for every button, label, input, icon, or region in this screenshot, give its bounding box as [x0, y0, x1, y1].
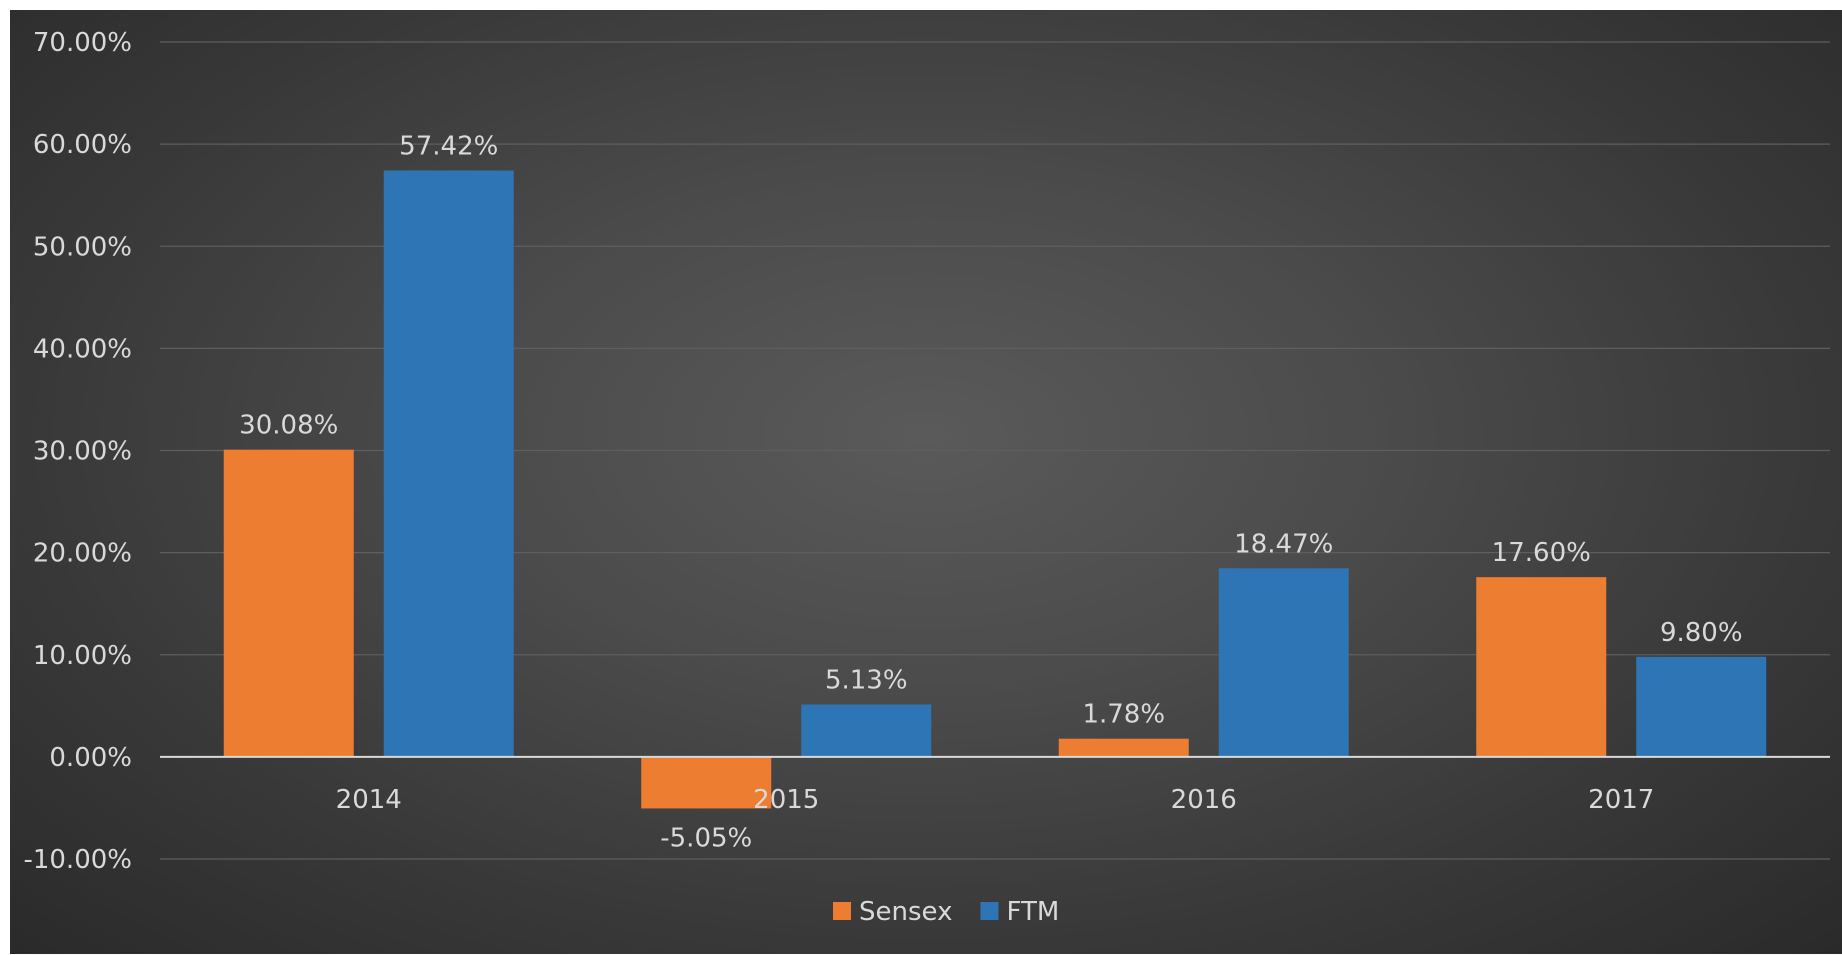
x-tick-label-2017: 2017 [1588, 785, 1654, 815]
data-labels: 30.08% 57.42% -5.05% 5.13% 1.78% 18.47% 17.60%… [239, 131, 1742, 853]
data-label-sensex-2015: -5.05% [660, 823, 752, 853]
y-tick-label: 60.00% [33, 130, 132, 160]
y-axis-tick-labels: 70.00% 60.00% 50.00% 40.00% 30.00% 20.00% 10.0… [23, 28, 132, 875]
bar-ftm-2017 [1636, 656, 1767, 757]
data-label-sensex-2014: 30.08% [239, 411, 338, 441]
bar-sensex-2014 [223, 449, 354, 757]
data-label-ftm-2017: 9.80% [1660, 618, 1743, 648]
bar-sensex-2017 [1476, 577, 1607, 757]
bar-ftm-2016 [1218, 568, 1349, 757]
bar-ftm-2014 [383, 170, 514, 757]
y-tick-label: 50.00% [33, 232, 132, 262]
data-label-ftm-2016: 18.47% [1234, 529, 1333, 559]
legend-label-sensex: Sensex [859, 897, 952, 927]
x-tick-label-2014: 2014 [336, 785, 402, 815]
legend-label-ftm: FTM [1006, 897, 1059, 927]
bar-sensex-2015 [641, 756, 772, 809]
y-tick-label: -10.00% [23, 845, 132, 875]
bar-sensex-2016 [1058, 738, 1189, 757]
y-tick-label: 0.00% [49, 743, 132, 773]
x-tick-label-2015: 2015 [753, 785, 819, 815]
data-label-sensex-2016: 1.78% [1082, 700, 1165, 730]
y-tick-label: 20.00% [33, 539, 132, 569]
data-label-ftm-2014: 57.42% [399, 131, 498, 161]
legend-swatch-ftm [980, 902, 999, 920]
y-tick-label: 30.00% [33, 437, 132, 467]
y-tick-label: 10.00% [33, 641, 132, 671]
bar-chart: 70.00% 60.00% 50.00% 40.00% 30.00% 20.00% 10.0… [23, 28, 1830, 927]
y-tick-label: 40.00% [33, 334, 132, 364]
data-label-ftm-2015: 5.13% [825, 665, 908, 695]
bar-ftm-2015 [801, 704, 932, 757]
y-tick-label: 70.00% [33, 28, 132, 58]
x-tick-label-2016: 2016 [1171, 785, 1237, 815]
bars [223, 170, 1767, 809]
x-axis-tick-labels: 2014 2015 2016 2017 [336, 785, 1655, 815]
data-label-sensex-2017: 17.60% [1492, 538, 1591, 568]
legend-swatch-sensex [833, 902, 851, 920]
chart-frame: 70.00% 60.00% 50.00% 40.00% 30.00% 20.00% 10.0… [10, 10, 1842, 954]
legend: Sensex FTM [833, 897, 1059, 927]
